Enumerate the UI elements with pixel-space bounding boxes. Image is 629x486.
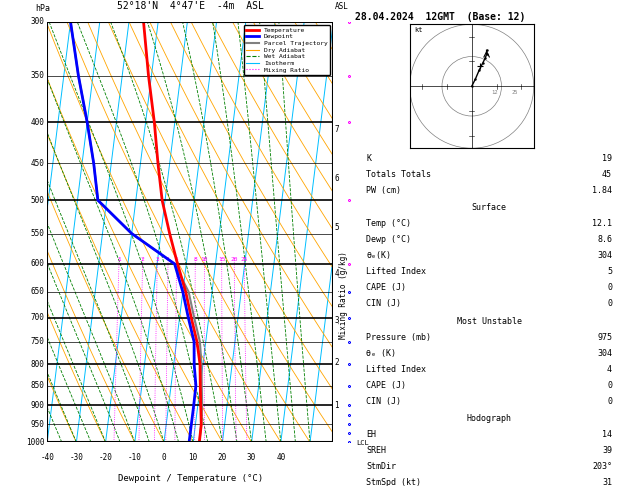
Text: CIN (J): CIN (J) bbox=[366, 397, 401, 406]
Text: 850: 850 bbox=[31, 381, 45, 390]
Text: 975: 975 bbox=[597, 332, 612, 342]
Text: 10: 10 bbox=[189, 453, 198, 462]
Text: km
ASL: km ASL bbox=[335, 0, 348, 11]
Text: 3: 3 bbox=[155, 258, 159, 262]
Text: 20: 20 bbox=[218, 453, 227, 462]
Text: Totals Totals: Totals Totals bbox=[366, 170, 431, 179]
Text: 31: 31 bbox=[602, 478, 612, 486]
Text: SREH: SREH bbox=[366, 446, 386, 455]
Text: 400: 400 bbox=[31, 118, 45, 127]
Text: 28.04.2024  12GMT  (Base: 12): 28.04.2024 12GMT (Base: 12) bbox=[355, 12, 526, 22]
Text: 1: 1 bbox=[335, 400, 339, 410]
Text: -30: -30 bbox=[69, 453, 83, 462]
Text: 8.6: 8.6 bbox=[597, 235, 612, 244]
Text: 0: 0 bbox=[607, 397, 612, 406]
Text: 900: 900 bbox=[31, 401, 45, 410]
Text: θₑ (K): θₑ (K) bbox=[366, 348, 396, 358]
Text: 0: 0 bbox=[607, 299, 612, 309]
Text: 25: 25 bbox=[512, 90, 518, 95]
Text: 300: 300 bbox=[31, 17, 45, 26]
Text: 52°18'N  4°47'E  -4m  ASL: 52°18'N 4°47'E -4m ASL bbox=[117, 1, 264, 11]
Text: PW (cm): PW (cm) bbox=[366, 186, 401, 195]
Text: 39: 39 bbox=[602, 446, 612, 455]
Text: 2: 2 bbox=[141, 258, 145, 262]
Text: Mixing Ratio (g/kg): Mixing Ratio (g/kg) bbox=[339, 251, 348, 339]
Text: 1.84: 1.84 bbox=[592, 186, 612, 195]
Text: hPa: hPa bbox=[35, 4, 50, 14]
Text: 4: 4 bbox=[335, 269, 339, 278]
Text: CAPE (J): CAPE (J) bbox=[366, 283, 406, 293]
Text: 304: 304 bbox=[597, 251, 612, 260]
Text: 6: 6 bbox=[335, 174, 339, 183]
Text: 4: 4 bbox=[607, 364, 612, 374]
Text: 650: 650 bbox=[31, 287, 45, 296]
Text: 19: 19 bbox=[602, 154, 612, 163]
Text: 12: 12 bbox=[491, 90, 498, 95]
Text: Temp (°C): Temp (°C) bbox=[366, 219, 411, 228]
Text: 20: 20 bbox=[231, 258, 238, 262]
Text: 5: 5 bbox=[175, 258, 179, 262]
Legend: Temperature, Dewpoint, Parcel Trajectory, Dry Adiabat, Wet Adiabat, Isotherm, Mi: Temperature, Dewpoint, Parcel Trajectory… bbox=[244, 25, 330, 75]
Text: Surface: Surface bbox=[472, 203, 506, 212]
Text: Dewp (°C): Dewp (°C) bbox=[366, 235, 411, 244]
Text: 600: 600 bbox=[31, 260, 45, 268]
Text: 0: 0 bbox=[607, 381, 612, 390]
Text: 45: 45 bbox=[602, 170, 612, 179]
Text: 800: 800 bbox=[31, 360, 45, 369]
Text: 550: 550 bbox=[31, 229, 45, 238]
Text: 1000: 1000 bbox=[26, 438, 45, 447]
Text: EH: EH bbox=[366, 430, 376, 439]
Text: Dewpoint / Temperature (°C): Dewpoint / Temperature (°C) bbox=[118, 474, 263, 483]
Text: CIN (J): CIN (J) bbox=[366, 299, 401, 309]
Text: 203°: 203° bbox=[592, 462, 612, 471]
Text: 25: 25 bbox=[240, 258, 248, 262]
Text: 3: 3 bbox=[335, 316, 339, 325]
Text: 304: 304 bbox=[597, 348, 612, 358]
Text: Lifted Index: Lifted Index bbox=[366, 364, 426, 374]
Text: LCL: LCL bbox=[356, 440, 369, 446]
Text: 15: 15 bbox=[218, 258, 225, 262]
Text: Most Unstable: Most Unstable bbox=[457, 316, 521, 326]
Text: kt: kt bbox=[415, 27, 423, 33]
Text: 350: 350 bbox=[31, 71, 45, 80]
Text: 450: 450 bbox=[31, 159, 45, 168]
Text: StmDir: StmDir bbox=[366, 462, 396, 471]
Text: -20: -20 bbox=[99, 453, 113, 462]
Text: StmSpd (kt): StmSpd (kt) bbox=[366, 478, 421, 486]
Text: -10: -10 bbox=[128, 453, 142, 462]
Text: 4: 4 bbox=[166, 258, 170, 262]
Text: 5: 5 bbox=[335, 223, 339, 232]
Text: K: K bbox=[366, 154, 371, 163]
Text: θₑ(K): θₑ(K) bbox=[366, 251, 391, 260]
Text: 1: 1 bbox=[117, 258, 121, 262]
Text: 500: 500 bbox=[31, 196, 45, 205]
Text: 2: 2 bbox=[335, 358, 339, 366]
Text: 12.1: 12.1 bbox=[592, 219, 612, 228]
Text: CAPE (J): CAPE (J) bbox=[366, 381, 406, 390]
Text: Lifted Index: Lifted Index bbox=[366, 267, 426, 277]
Text: -40: -40 bbox=[40, 453, 54, 462]
Text: 10: 10 bbox=[201, 258, 208, 262]
Text: 0: 0 bbox=[607, 283, 612, 293]
Text: 5: 5 bbox=[607, 267, 612, 277]
Text: 8: 8 bbox=[193, 258, 197, 262]
Text: 750: 750 bbox=[31, 337, 45, 347]
Text: Hodograph: Hodograph bbox=[467, 414, 511, 423]
Text: 7: 7 bbox=[335, 125, 339, 134]
Text: 14: 14 bbox=[602, 430, 612, 439]
Text: 40: 40 bbox=[276, 453, 286, 462]
Text: 950: 950 bbox=[31, 420, 45, 429]
Text: 30: 30 bbox=[247, 453, 256, 462]
Text: 0: 0 bbox=[162, 453, 166, 462]
Text: 700: 700 bbox=[31, 313, 45, 322]
Text: Pressure (mb): Pressure (mb) bbox=[366, 332, 431, 342]
